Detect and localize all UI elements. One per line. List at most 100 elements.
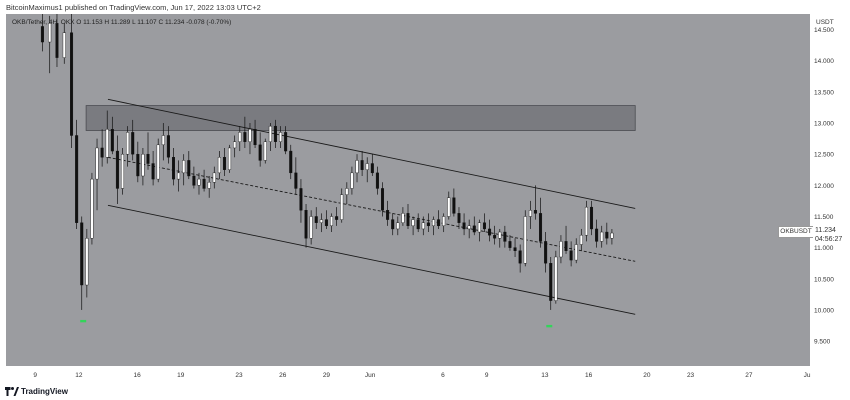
candle-body — [304, 210, 308, 239]
candle — [360, 151, 364, 176]
candle — [513, 238, 517, 257]
candle-body — [391, 219, 395, 230]
candle — [177, 160, 181, 192]
y-tick-label: 12.000 — [814, 183, 834, 190]
candle-body — [233, 141, 237, 149]
candle-body — [177, 172, 181, 180]
candle — [40, 14, 44, 52]
candle-body — [55, 23, 59, 58]
candle-body — [141, 153, 145, 177]
candle — [309, 210, 313, 245]
candle-body — [605, 231, 609, 239]
x-tick-label: 29 — [323, 372, 331, 379]
candle-body — [406, 213, 410, 227]
candle — [202, 169, 206, 192]
candle — [161, 123, 165, 161]
candle — [115, 135, 119, 205]
candle — [304, 204, 308, 248]
candle-body — [381, 188, 385, 211]
x-tick-label: Jun — [365, 372, 376, 379]
x-tick-label: 16 — [133, 372, 141, 379]
candle — [48, 15, 52, 74]
candle — [518, 244, 522, 273]
candle — [75, 119, 79, 229]
candle-body — [365, 163, 369, 170]
candle-body — [243, 132, 247, 142]
bullish-divergence-marker — [546, 324, 553, 328]
candle-body — [421, 222, 425, 230]
candle-body — [462, 222, 466, 230]
candle — [156, 138, 160, 183]
candle — [528, 200, 532, 229]
tradingview-brand: TradingView — [21, 387, 68, 396]
candle-body — [192, 175, 196, 186]
candle — [166, 126, 170, 164]
candle — [421, 216, 425, 236]
candle-body — [273, 125, 277, 142]
candle-body — [319, 219, 323, 223]
candle-body — [279, 132, 283, 142]
x-tick-label: 27 — [745, 372, 753, 379]
candle-body — [544, 241, 548, 264]
candle — [386, 200, 390, 226]
candle-body — [375, 172, 379, 189]
candle-body — [386, 210, 390, 220]
candle — [85, 228, 89, 298]
candle — [126, 126, 130, 167]
candle — [467, 219, 471, 239]
candle-body — [309, 216, 313, 239]
candle — [559, 235, 563, 264]
candle — [447, 191, 451, 220]
x-tick-label: 13 — [541, 372, 549, 379]
candle — [197, 172, 201, 195]
candle — [411, 216, 415, 236]
candle-body — [401, 213, 405, 223]
candle — [90, 172, 94, 245]
candle — [289, 144, 293, 180]
candle — [391, 213, 395, 236]
candle — [539, 197, 543, 248]
candle-body — [151, 163, 155, 180]
candle — [105, 110, 109, 164]
candle-body — [299, 188, 303, 211]
candle — [437, 210, 441, 229]
candle-body — [340, 194, 344, 220]
candle — [268, 123, 272, 152]
candle-body — [324, 219, 328, 227]
candle — [284, 126, 288, 155]
candle-body — [335, 216, 339, 220]
candle — [95, 138, 99, 211]
candle — [294, 157, 298, 195]
candle-body — [228, 147, 232, 170]
x-tick-label: 9 — [33, 372, 37, 379]
candle-body — [452, 197, 456, 214]
candle — [564, 225, 568, 254]
y-tick-label: 11.000 — [814, 245, 834, 252]
candle-body — [600, 231, 604, 242]
symbol-ohlc-line: OKB/Tether, 4H, OKX O 11.153 H 11.289 L … — [12, 19, 231, 26]
candle-body — [426, 222, 430, 227]
candle — [212, 166, 216, 189]
candle-body — [564, 241, 568, 251]
candle-body — [584, 206, 588, 236]
candle — [253, 119, 257, 148]
candle-body — [182, 160, 186, 174]
candle-body — [360, 160, 364, 170]
candle — [396, 216, 400, 236]
candle-body — [126, 132, 130, 155]
candle-body — [569, 250, 573, 261]
candle — [233, 135, 237, 158]
candle-body — [416, 219, 420, 230]
candle-body — [467, 225, 471, 230]
candle-body — [217, 157, 221, 174]
candle-body — [488, 228, 492, 236]
symbol-price-label: OKBUSDT — [778, 226, 814, 238]
candle-body — [482, 222, 486, 230]
candle-body — [503, 231, 507, 242]
y-tick-label: 12.500 — [814, 152, 834, 159]
candle-body — [253, 129, 257, 146]
tradingview-logo-icon — [5, 387, 19, 396]
candle — [222, 147, 226, 176]
candle — [187, 151, 191, 180]
candle-body — [100, 147, 104, 158]
